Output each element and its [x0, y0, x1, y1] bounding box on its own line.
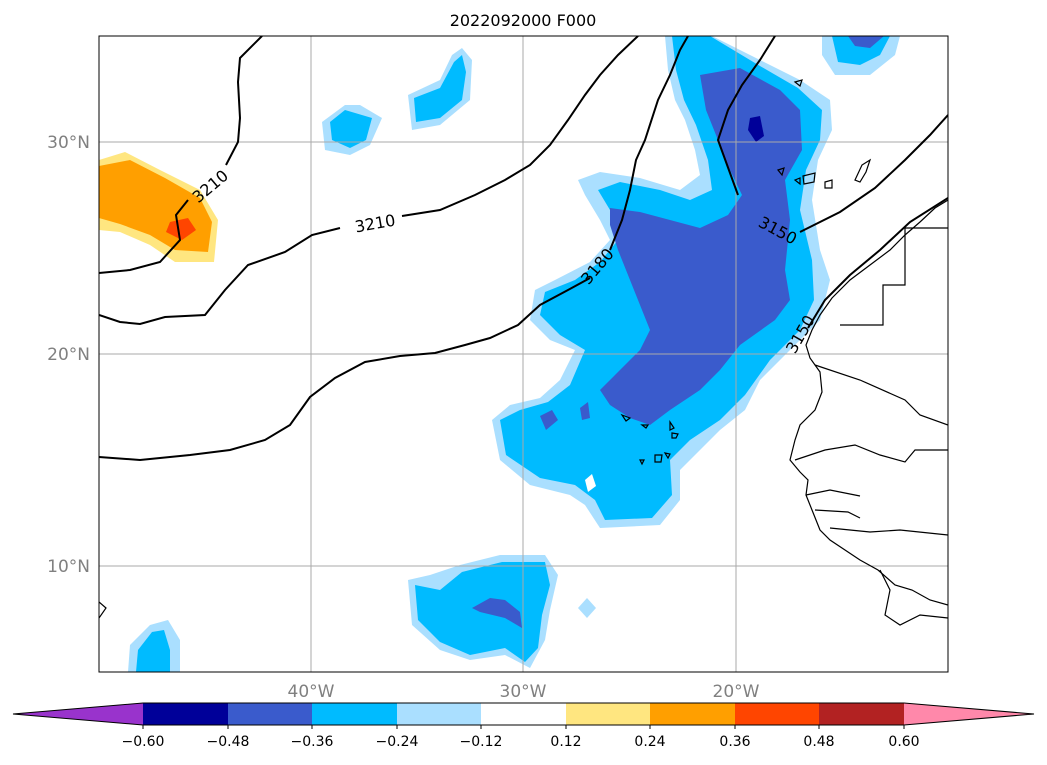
- colorbar-segment: [397, 703, 481, 725]
- map-frame: [98, 35, 949, 673]
- lon-label: 40°W: [288, 682, 335, 702]
- negative-anomaly-region-main: [492, 36, 832, 528]
- colorbar-segment: [481, 703, 566, 725]
- colorbar-tick-label: 0.36: [719, 734, 750, 750]
- colorbar-tick-label: −0.24: [376, 734, 419, 750]
- longitude-labels: 40°W 30°W 20°W: [288, 682, 760, 702]
- colorbar-segment: [143, 703, 228, 725]
- colorbar-tick-label: −0.48: [207, 734, 250, 750]
- coastlines: [99, 79, 948, 626]
- lat-label: 10°N: [47, 557, 90, 577]
- colorbar-tick-label: 0.12: [550, 734, 581, 750]
- colorbar-tick-label: −0.12: [460, 734, 503, 750]
- colorbar-segment: [650, 703, 735, 725]
- map-title: 2022092000 F000: [450, 11, 597, 30]
- colorbar-tick-label: 0.48: [803, 734, 834, 750]
- colorbar-segment: [228, 703, 312, 725]
- positive-anomaly-region: [99, 152, 218, 262]
- gridlines: [99, 36, 948, 672]
- colorbar-segment: [819, 703, 904, 725]
- colorbar-tick-label: −0.60: [122, 734, 165, 750]
- colorbar-tick-label: 0.24: [634, 734, 665, 750]
- height-contours: [99, 36, 948, 462]
- negative-anomaly-region-south: [128, 555, 596, 672]
- colorbar-segment: [566, 703, 650, 725]
- colorbar-extend-high: [904, 703, 1034, 725]
- map-area: 3210 3210 3180 3150 3150: [99, 36, 948, 672]
- latitude-labels: 30°N 20°N 10°N: [47, 133, 90, 577]
- lon-label: 30°W: [500, 682, 547, 702]
- colorbar-tick-label: −0.36: [291, 734, 334, 750]
- lon-label: 20°W: [713, 682, 760, 702]
- colorbar-segment: [735, 703, 819, 725]
- lat-label: 30°N: [47, 133, 90, 153]
- lat-label: 20°N: [47, 345, 90, 365]
- colorbar-extend-low: [13, 703, 143, 725]
- colorbar: −0.60 −0.48 −0.36 −0.24 −0.12 0.12 0.24 …: [12, 702, 1035, 750]
- colorbar-tick-label: 0.60: [888, 734, 919, 750]
- colorbar-segment: [312, 703, 397, 725]
